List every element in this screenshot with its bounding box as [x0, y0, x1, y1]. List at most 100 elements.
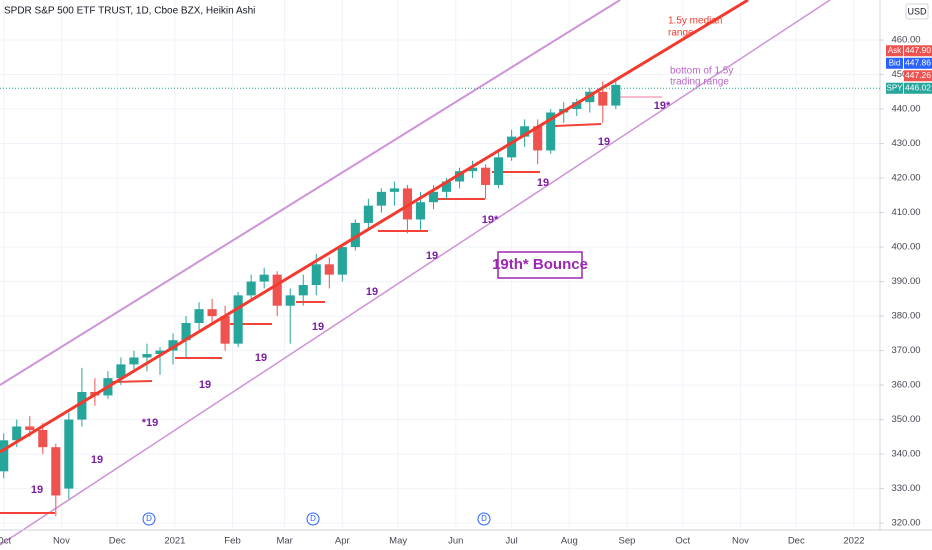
x-tick-label: Nov	[732, 536, 749, 547]
candle-body	[142, 354, 152, 358]
candle-body	[155, 350, 165, 355]
candle-body	[533, 126, 543, 151]
price-label: 447.26	[905, 70, 931, 80]
y-tick-label: 460.00	[891, 35, 920, 46]
candle-body	[0, 440, 9, 472]
candle-body	[285, 295, 295, 306]
currency: USD	[907, 6, 927, 16]
x-tick-label: Jul	[506, 536, 518, 547]
price-label-name: SPY	[886, 83, 903, 92]
dividend-label: D	[310, 514, 316, 523]
support-line	[554, 123, 602, 127]
candle-body	[25, 426, 35, 430]
candle-body	[468, 167, 478, 172]
candle-body	[246, 281, 256, 296]
candle-body	[337, 247, 347, 275]
candle-body	[220, 316, 230, 344]
y-tick-label: 370.00	[891, 345, 920, 356]
candle-body	[428, 191, 439, 203]
candle-body	[611, 84, 621, 106]
candle-body	[520, 126, 530, 137]
dividend-marker[interactable]	[142, 512, 156, 526]
annotation: 19	[199, 379, 211, 391]
candle-body	[546, 112, 556, 151]
x-tick-label: Apr	[335, 536, 350, 547]
median-line	[0, 0, 749, 454]
annotation: 19*	[654, 100, 671, 112]
annotation: 19	[91, 454, 103, 466]
annotation: *19	[142, 417, 159, 429]
support-lines	[0, 123, 602, 514]
candle-body	[324, 264, 334, 275]
candle-body	[454, 171, 465, 182]
candle-body	[363, 205, 373, 223]
price-label-tag	[886, 45, 903, 57]
annotation: 19	[537, 177, 549, 189]
candle-body	[38, 429, 48, 448]
dividend-marker[interactable]	[306, 512, 320, 526]
dividend-marker[interactable]	[477, 512, 491, 526]
annotation: 19*	[482, 214, 499, 226]
callout-text: 19th* Bounce	[492, 256, 588, 273]
y-tick-label: 400.00	[891, 242, 920, 253]
candle-body	[129, 357, 139, 365]
x-tick-label: Jun	[448, 536, 463, 547]
candle-body	[51, 447, 61, 496]
axes: 320.00 330.00 340.00 350.00 360.00 370.00 380.…	[0, 35, 921, 547]
x-tick-label: Dec	[109, 536, 126, 547]
dividend-label: D	[481, 514, 487, 523]
y-tick-label: 410.00	[891, 207, 920, 218]
currency-box[interactable]	[905, 3, 929, 20]
candle-body	[402, 188, 412, 220]
upper-channel	[0, 0, 621, 386]
candle-body	[441, 181, 452, 192]
y-tick-label: 350.00	[891, 414, 920, 425]
x-tick-label: Nov	[53, 536, 70, 547]
annotation: 19	[312, 321, 324, 333]
x-tick-label: Feb	[224, 536, 240, 547]
annotation: trading range	[670, 77, 729, 88]
candle-body	[181, 322, 191, 341]
candle-body	[194, 309, 204, 323]
candle-body	[298, 285, 308, 296]
price-label: 446.02	[905, 83, 931, 93]
y-tick-label: 360.00	[891, 380, 920, 391]
annotation: 19	[426, 250, 438, 262]
chart-title: SPDR S&P 500 ETF TRUST, 1D, Cboe BZX, He…	[4, 6, 255, 17]
annotation: 19	[366, 286, 378, 298]
annotation: range	[668, 28, 694, 39]
candle-body	[64, 419, 74, 489]
annotation: bottom of 1.5y	[670, 66, 733, 77]
x-tick-label: 2022	[843, 536, 864, 547]
candle-body	[494, 157, 504, 185]
candle-body	[12, 426, 22, 441]
price-label-box	[904, 82, 932, 94]
candle-body	[116, 364, 126, 379]
candle-body	[415, 202, 426, 220]
candle-body	[507, 136, 517, 158]
annotation: 1.5y median	[668, 16, 722, 27]
price-label: 447.90	[905, 45, 931, 55]
y-tick-label: 440.00	[891, 104, 920, 115]
candle-body	[572, 102, 582, 110]
y-tick-label: 420.00	[891, 173, 920, 184]
candle-body	[598, 91, 608, 106]
price-label-name: Ask	[888, 46, 902, 55]
y-tick-label: 390.00	[891, 276, 920, 287]
candle-body	[350, 222, 360, 248]
price-label-name: Bid	[889, 58, 901, 67]
annotation: 19	[31, 484, 43, 496]
candles	[0, 77, 621, 517]
y-tick-label: 430.00	[891, 138, 920, 149]
price-label-tag	[886, 57, 903, 69]
x-tick-label: Sep	[619, 536, 636, 547]
x-tick-label: Oct	[0, 536, 11, 547]
x-tick-label: Oct	[675, 536, 690, 547]
price-label-box	[904, 70, 932, 82]
price-label-tag	[886, 82, 903, 94]
y-tick-label: 320.00	[891, 518, 920, 529]
candle-body	[168, 340, 178, 351]
x-tick-label: Dec	[788, 536, 805, 547]
dividend-label: D	[146, 514, 152, 523]
y-tick-label: 330.00	[891, 483, 920, 494]
